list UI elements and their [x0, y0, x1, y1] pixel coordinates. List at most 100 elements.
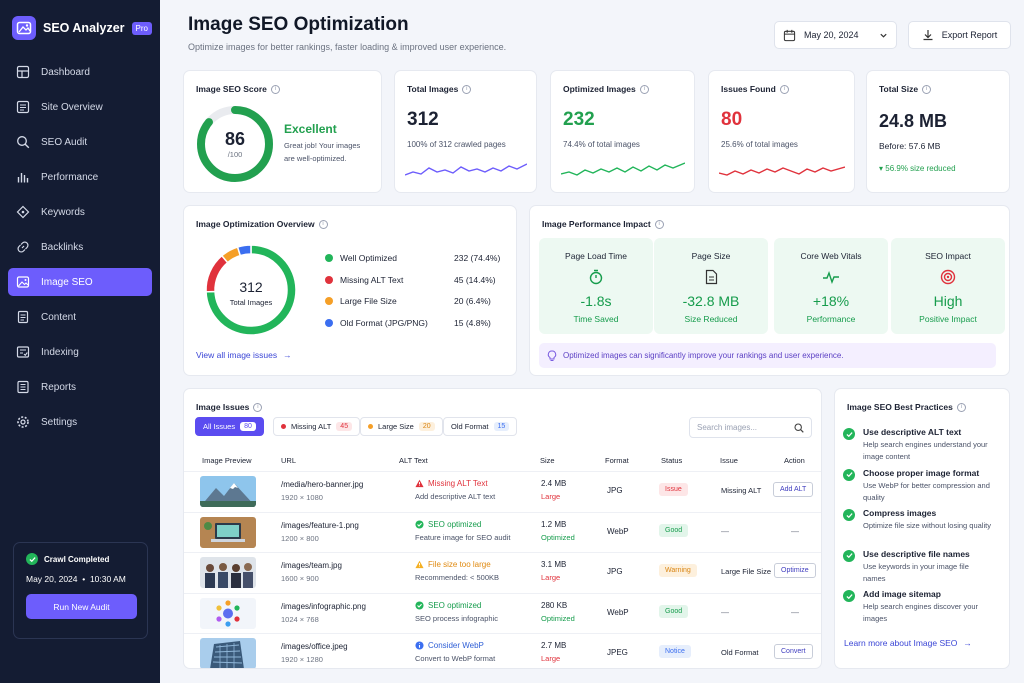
- sidebar-item-content[interactable]: Content: [8, 303, 152, 331]
- calendar-icon: [783, 29, 796, 42]
- image-format: WebP: [607, 607, 629, 617]
- image-issues-card: Image Issues i All Issues 80 Missing ALT 45…: [183, 388, 822, 669]
- add-alt-button[interactable]: Add ALT: [773, 482, 814, 497]
- score-ring: [197, 106, 273, 182]
- convert-button[interactable]: Convert: [774, 644, 813, 659]
- sidebar-item-settings[interactable]: Settings: [8, 408, 152, 436]
- sidebar-item-label: Performance: [41, 171, 99, 183]
- info-icon[interactable]: i: [462, 84, 472, 94]
- sidebar-item-indexing[interactable]: Indexing: [8, 338, 152, 366]
- sidebar-item-site-overview[interactable]: Site Overview: [8, 93, 152, 121]
- practice-title: Choose proper image format: [863, 467, 980, 478]
- image-dimensions: 1600 × 900: [281, 574, 319, 583]
- issue-type: Missing ALT: [721, 486, 762, 495]
- crawl-title: Crawl Completed: [44, 554, 110, 564]
- table-row[interactable]: /images/team.jpg 1600 × 900 File size too …: [184, 552, 821, 592]
- lightbulb-icon: [547, 350, 557, 362]
- image-thumbnail[interactable]: [200, 638, 256, 668]
- info-icon[interactable]: i: [639, 84, 649, 94]
- impact-tile-web-vitals: Core Web Vitals +18% Performance: [774, 238, 888, 334]
- sidebar-item-dashboard[interactable]: Dashboard: [8, 58, 152, 86]
- legend-item: Large File Size: [325, 296, 397, 306]
- table-row[interactable]: /images/infographic.png 1024 × 768 SEO opt…: [184, 592, 821, 633]
- table-row[interactable]: /media/hero-banner.jpg 1920 × 1080 Missing…: [184, 471, 821, 511]
- file-size: 1.2 MB: [541, 519, 567, 529]
- filter-large-size[interactable]: Large Size 20: [360, 417, 443, 436]
- export-report-button[interactable]: Export Report: [908, 21, 1011, 49]
- brand-name: SEO Analyzer: [43, 21, 125, 35]
- info-icon[interactable]: i: [270, 84, 280, 94]
- view-issues-label: View all image issues: [196, 350, 278, 360]
- sidebar-item-label: Backlinks: [41, 241, 84, 253]
- bp-title: Image SEO Best Practices: [847, 402, 953, 412]
- search-images-input[interactable]: Search images...: [689, 417, 812, 438]
- filter-label: Old Format: [451, 422, 489, 431]
- alt-status-text: Consider WebP: [428, 641, 484, 650]
- impact-title: Image Performance Impact: [542, 219, 651, 229]
- sidebar-item-label: Settings: [41, 416, 78, 428]
- table-row[interactable]: /images/office.jpeg 1920 × 1280 Consider W…: [184, 633, 821, 668]
- image-dimensions: 1920 × 1080: [281, 493, 323, 502]
- image-thumbnail[interactable]: [200, 516, 256, 548]
- info-icon[interactable]: i: [922, 84, 932, 94]
- before-size: Before: 57.6 MB: [879, 141, 941, 151]
- stat-sub: 74.4% of total images: [563, 140, 640, 149]
- sidebar-item-label: Dashboard: [41, 66, 90, 78]
- info-icon[interactable]: i: [779, 84, 789, 94]
- best-practices-card: Image SEO Best Practices i Use descriptiv…: [834, 388, 1010, 669]
- practice-title: Add image sitemap: [863, 589, 941, 599]
- sidebar-item-label: Content: [41, 311, 77, 323]
- check-circle-icon: [415, 600, 424, 610]
- size-tag: Large: [541, 573, 561, 582]
- alt-description: Convert to WebP format: [415, 654, 496, 663]
- practice-title: Use descriptive file names: [863, 548, 970, 559]
- stat-sub: 25.6% of total images: [721, 140, 798, 149]
- sidebar-item-seo-audit[interactable]: SEO Audit: [8, 128, 152, 156]
- date-picker[interactable]: May 20, 2024: [774, 21, 897, 49]
- image-thumbnail[interactable]: [200, 476, 256, 507]
- sidebar-item-image-seo[interactable]: Image SEO: [8, 268, 152, 296]
- info-icon[interactable]: i: [253, 402, 263, 412]
- filter-all-issues[interactable]: All Issues 80: [195, 417, 264, 436]
- filter-old-format[interactable]: Old Format 15: [443, 417, 518, 436]
- search-icon: [794, 422, 804, 433]
- search-placeholder: Search images...: [697, 423, 758, 432]
- sidebar-item-label: SEO Audit: [41, 136, 88, 148]
- image-url: /images/infographic.png: [281, 601, 366, 611]
- run-new-audit-button[interactable]: Run New Audit: [26, 594, 137, 619]
- practice-desc: Use WebP for better compression and qual…: [863, 480, 990, 502]
- practice-title: Use descriptive ALT text: [863, 427, 962, 437]
- filter-missing-alt[interactable]: Missing ALT 45: [273, 417, 361, 436]
- alt-status-text: SEO optimized: [428, 519, 482, 529]
- check-circle-icon: [843, 549, 855, 562]
- impact-tile-load-time: Page Load Time -1.8s Time Saved: [539, 238, 653, 334]
- brand[interactable]: SEO Analyzer Pro: [12, 16, 152, 40]
- filter-label: All Issues: [203, 422, 236, 431]
- sidebar-item-keywords[interactable]: Keywords: [8, 198, 152, 226]
- image-thumbnail[interactable]: [200, 557, 256, 588]
- legend-value: 15 (4.8%): [454, 317, 491, 328]
- info-icon[interactable]: i: [654, 219, 664, 229]
- stat-title: Total Size: [879, 84, 919, 94]
- sidebar-item-reports[interactable]: Reports: [8, 373, 152, 401]
- info-icon[interactable]: i: [318, 219, 328, 229]
- alt-status-text: SEO optimized: [428, 600, 482, 610]
- crawl-date: May 20, 2024: [26, 574, 78, 584]
- score-max: /100: [227, 150, 243, 159]
- learn-more-link[interactable]: Learn more about Image SEO →: [844, 638, 972, 648]
- sidebar-item-backlinks[interactable]: Backlinks: [8, 233, 152, 261]
- image-thumbnail[interactable]: [200, 597, 256, 629]
- table-row[interactable]: /images/feature-1.png 1200 × 800 SEO optim…: [184, 511, 821, 552]
- sidebar-item-performance[interactable]: Performance: [8, 163, 152, 191]
- optimize-button[interactable]: Optimize: [774, 563, 816, 578]
- target-icon: [891, 267, 1005, 287]
- tile-label: SEO Impact: [925, 251, 971, 261]
- score-card: Image SEO Score i 86 /100 Excellent Great…: [183, 70, 382, 193]
- issue-empty: —: [721, 607, 729, 617]
- info-icon[interactable]: i: [956, 402, 966, 412]
- issues-found-card: Issues Found i 80 25.6% of total images: [708, 70, 855, 193]
- alt-description: Add descriptive ALT text: [415, 492, 496, 501]
- view-issues-link[interactable]: View all image issues →: [196, 350, 292, 360]
- impact-card: Image Performance Impact i Page Load Time…: [529, 205, 1010, 376]
- stat-title: Optimized Images: [563, 84, 636, 94]
